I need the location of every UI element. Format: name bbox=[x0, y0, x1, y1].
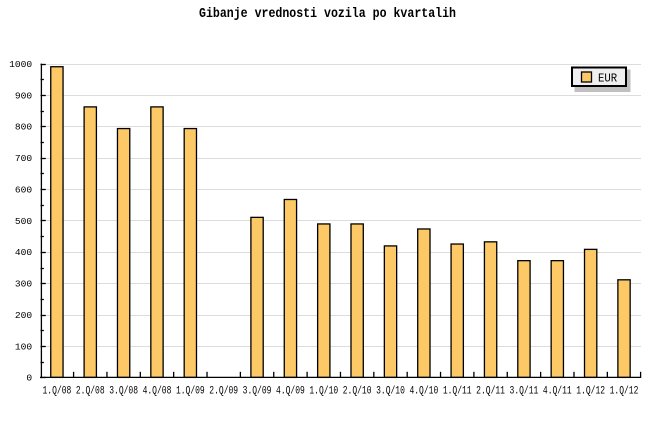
svg-text:2.Q/08: 2.Q/08 bbox=[76, 385, 105, 397]
svg-text:600: 600 bbox=[15, 184, 32, 195]
svg-text:900: 900 bbox=[15, 90, 32, 101]
svg-text:4.Q/09: 4.Q/09 bbox=[276, 385, 305, 397]
svg-text:800: 800 bbox=[15, 122, 32, 133]
svg-text:3.Q/10: 3.Q/10 bbox=[376, 385, 405, 397]
svg-text:3.Q/09: 3.Q/09 bbox=[243, 385, 272, 397]
svg-text:Gibanje vrednosti vozila po kv: Gibanje vrednosti vozila po kvartalih bbox=[199, 6, 456, 22]
svg-text:100: 100 bbox=[15, 341, 32, 352]
svg-text:1.Q/12: 1.Q/12 bbox=[610, 385, 639, 397]
svg-text:1.Q/11: 1.Q/11 bbox=[443, 385, 472, 397]
svg-text:4.Q/10: 4.Q/10 bbox=[409, 385, 438, 397]
svg-text:0: 0 bbox=[26, 373, 32, 384]
svg-text:400: 400 bbox=[15, 247, 32, 258]
svg-text:2.Q/09: 2.Q/09 bbox=[209, 385, 238, 397]
svg-text:4.Q/08: 4.Q/08 bbox=[143, 385, 172, 397]
svg-text:500: 500 bbox=[15, 216, 32, 227]
svg-text:3.Q/11: 3.Q/11 bbox=[510, 385, 539, 397]
svg-text:1.Q/09: 1.Q/09 bbox=[176, 385, 205, 397]
svg-text:200: 200 bbox=[15, 310, 32, 321]
svg-text:3.Q/08: 3.Q/08 bbox=[109, 385, 138, 397]
svg-text:1.Q/12: 1.Q/12 bbox=[576, 385, 605, 397]
svg-text:2.Q/10: 2.Q/10 bbox=[343, 385, 372, 397]
svg-text:300: 300 bbox=[15, 279, 32, 290]
svg-text:2.Q/11: 2.Q/11 bbox=[476, 385, 505, 397]
svg-text:1.Q/08: 1.Q/08 bbox=[43, 385, 72, 397]
svg-text:4.Q/11: 4.Q/11 bbox=[543, 385, 572, 397]
svg-text:EUR: EUR bbox=[598, 71, 617, 85]
svg-text:700: 700 bbox=[15, 153, 32, 164]
svg-text:1000: 1000 bbox=[9, 59, 32, 70]
svg-text:1.Q/10: 1.Q/10 bbox=[309, 385, 338, 397]
